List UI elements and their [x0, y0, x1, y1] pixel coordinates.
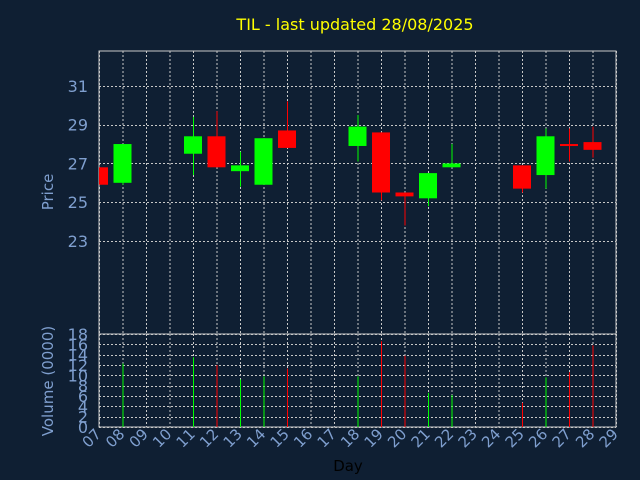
candle-body	[419, 173, 437, 199]
price-axis-label: Price	[39, 174, 57, 211]
day-tick-label: 11	[173, 425, 199, 451]
volume-tick-label: 2	[78, 408, 88, 427]
price-tick-labels: 23 25 27 29 31	[68, 77, 88, 251]
candle-body	[372, 132, 390, 193]
candle-body	[348, 126, 367, 146]
price-tick-label: 29	[68, 116, 88, 135]
day-tick-label: 14	[243, 425, 269, 451]
day-tick-label: 16	[290, 425, 316, 451]
candle-body	[207, 136, 226, 168]
day-tick-label: 08	[102, 425, 128, 451]
volume-tick-label: 18	[68, 325, 88, 344]
volume-axis-label: Volume (0000)	[39, 326, 57, 436]
volume-tick-label: 0	[78, 418, 88, 437]
candle-body	[560, 144, 578, 147]
day-tick-label: 09	[126, 425, 152, 451]
day-tick-label: 28	[572, 425, 598, 451]
x-axis-label: Day	[333, 457, 363, 475]
candle-body	[184, 136, 202, 154]
day-tick-label: 13	[220, 425, 246, 451]
volume-tick-label: 6	[78, 387, 88, 406]
day-tick-label: 10	[149, 425, 175, 451]
volume-tick-label: 12	[68, 356, 88, 375]
day-tick-label: 25	[502, 425, 528, 451]
day-tick-label: 24	[478, 425, 504, 451]
chart-title: TIL - last updated 28/08/2025	[235, 15, 473, 34]
candle-body	[100, 167, 108, 185]
candlesticks	[99, 101, 602, 226]
price-tick-label: 27	[68, 154, 88, 173]
day-tick-label: 29	[596, 425, 622, 451]
day-tick-label: 12	[196, 425, 222, 451]
volume-tick-label: 14	[68, 346, 88, 365]
candle-body	[513, 165, 531, 189]
day-tick-label: 22	[431, 425, 457, 451]
day-tick-label: 26	[525, 425, 551, 451]
day-tick-label: 23	[455, 425, 481, 451]
candle-body	[254, 138, 273, 185]
candle-body	[442, 163, 461, 168]
day-tick-labels: 0708091011121314151617181920212223242526…	[79, 425, 622, 451]
candle-body	[113, 144, 132, 183]
volume-tick-label: 4	[78, 397, 88, 416]
day-tick-label: 19	[361, 425, 387, 451]
day-tick-label: 27	[549, 425, 575, 451]
price-tick-label: 25	[68, 193, 88, 212]
volume-tick-label: 8	[78, 377, 88, 396]
price-gridlines	[99, 51, 617, 334]
candle-body	[231, 165, 249, 172]
price-tick-label: 31	[68, 77, 88, 96]
candle-body	[278, 130, 296, 148]
price-tick-label: 23	[68, 232, 88, 251]
volume-bars	[122, 341, 594, 427]
day-tick-label: 21	[408, 425, 434, 451]
day-tick-label: 17	[314, 425, 340, 451]
volume-tick-label: 10	[68, 366, 88, 385]
candle-body	[536, 136, 555, 176]
candle-body	[583, 142, 602, 150]
candle-body	[395, 192, 414, 197]
volume-tick-label: 16	[68, 335, 88, 354]
day-tick-label: 15	[267, 425, 293, 451]
day-tick-label: 20	[384, 425, 410, 451]
day-tick-label: 18	[337, 425, 363, 451]
